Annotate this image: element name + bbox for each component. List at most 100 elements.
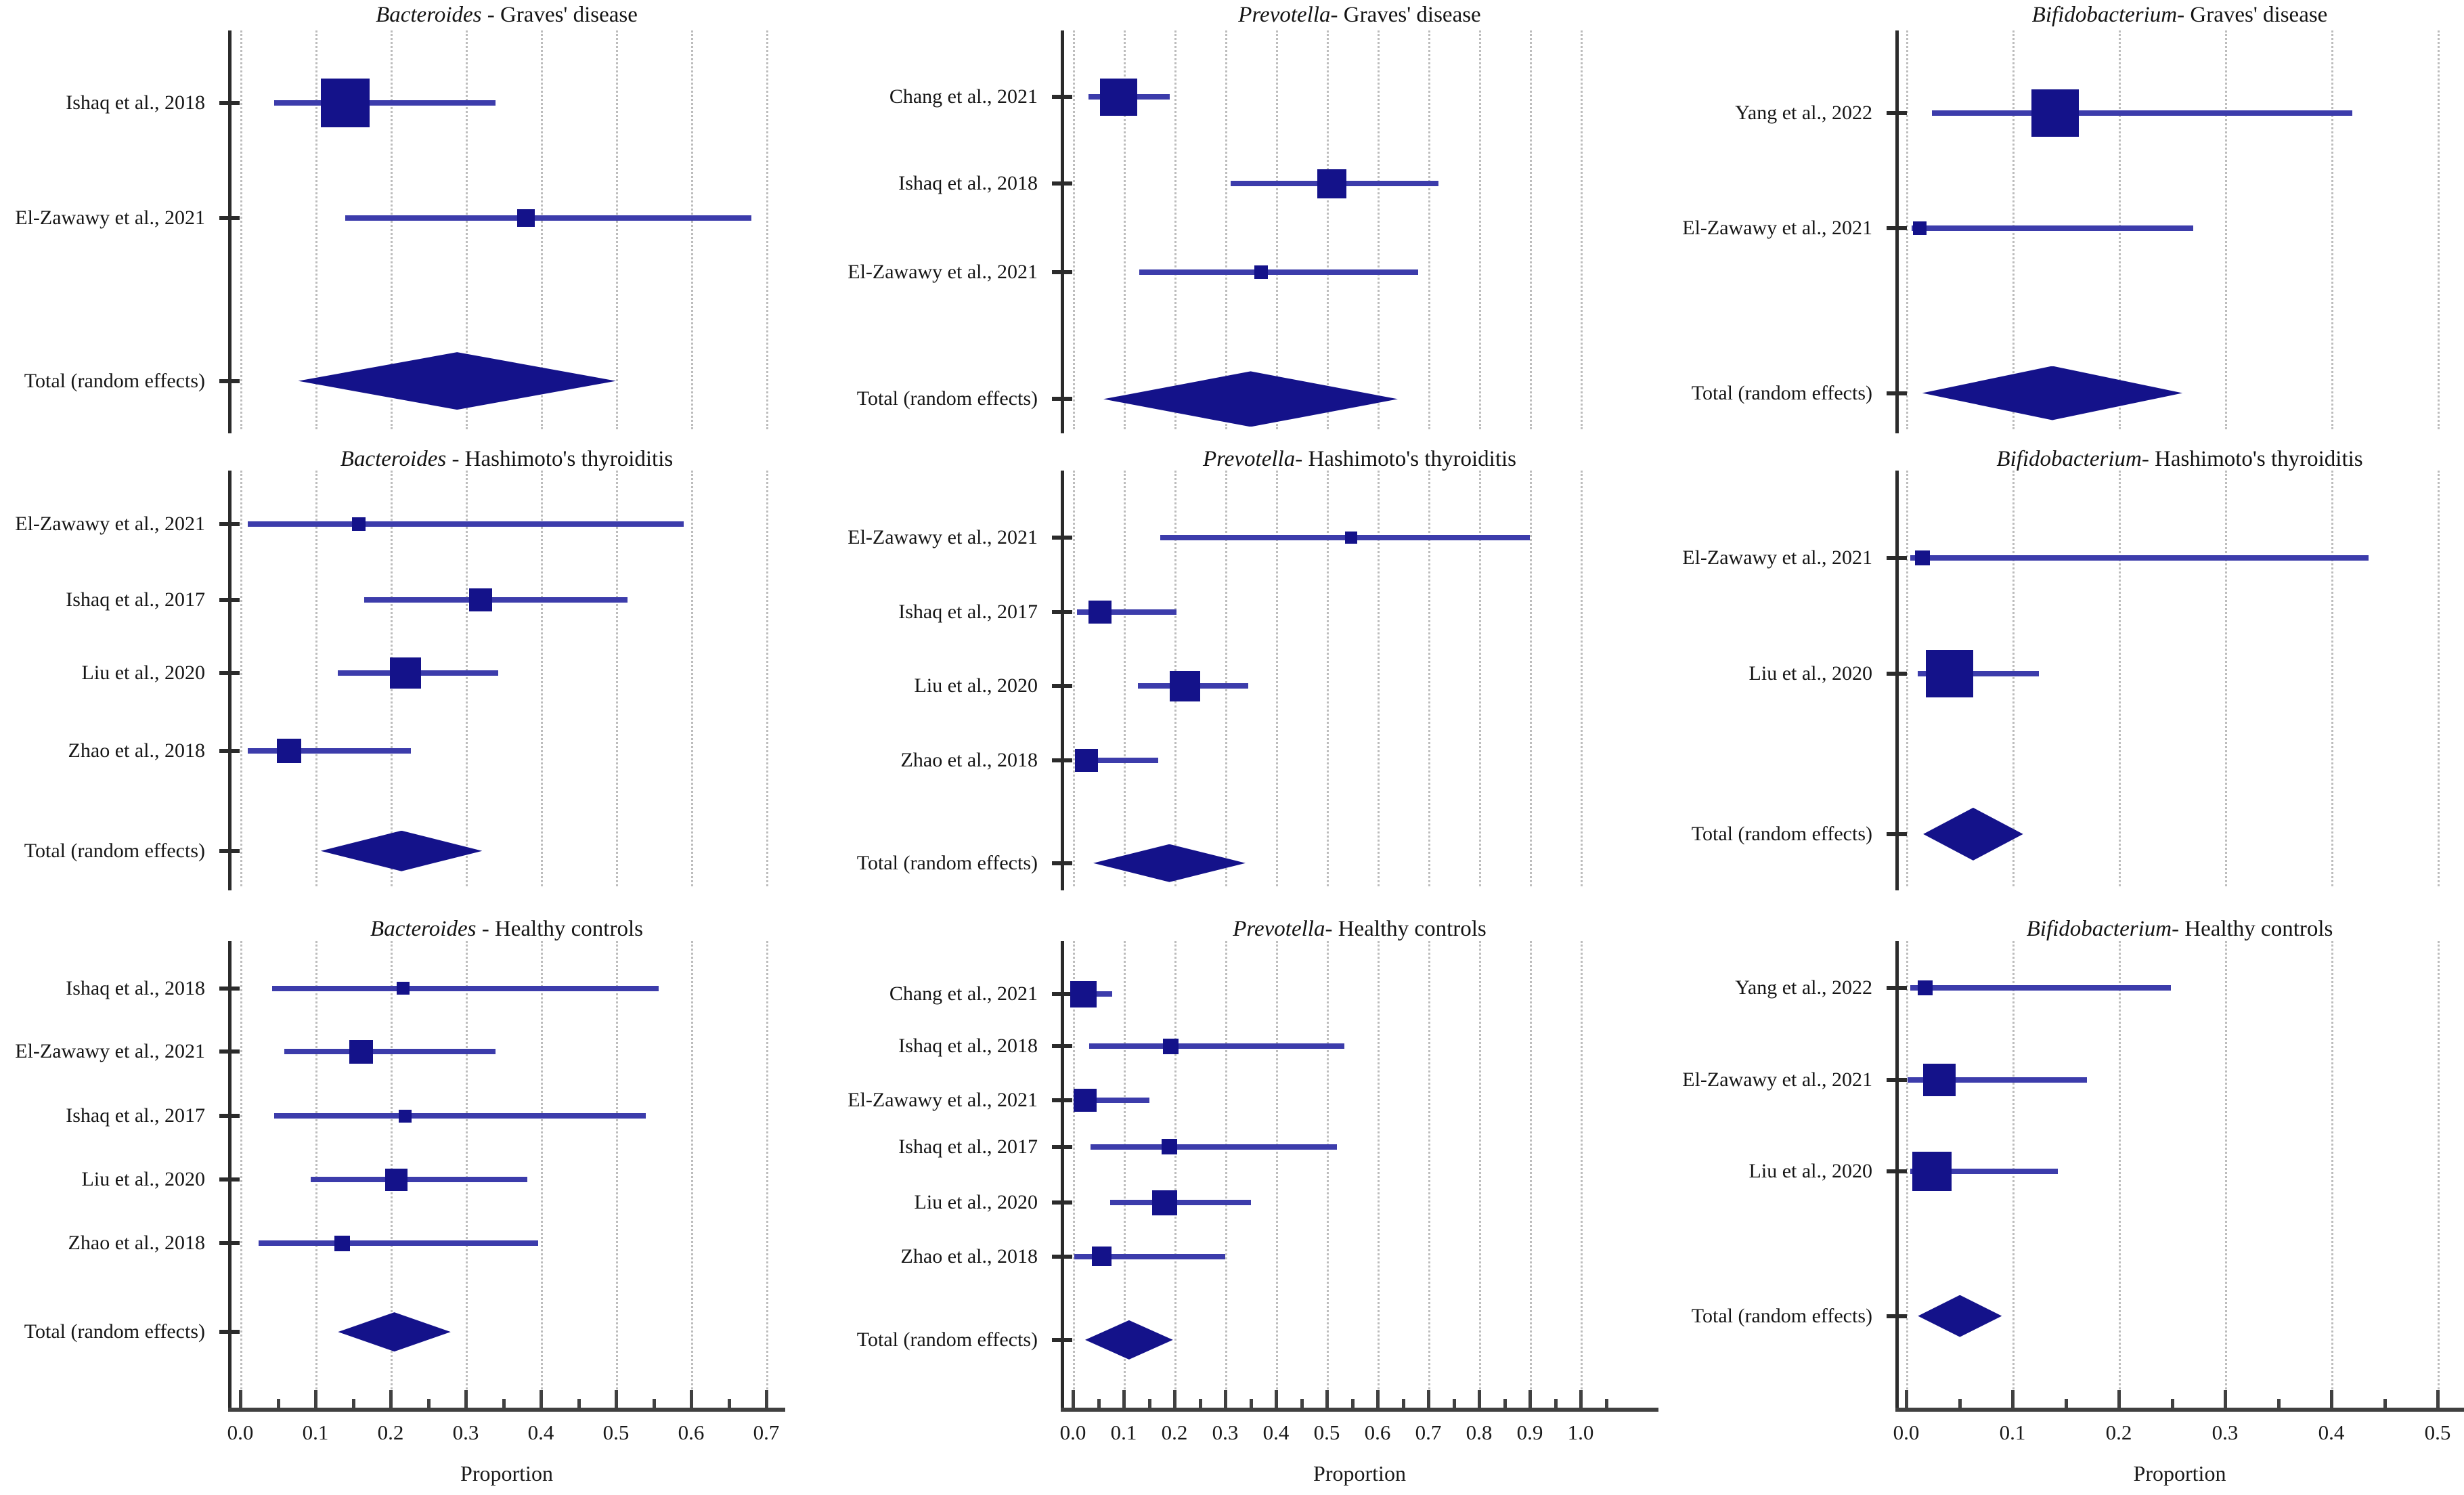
x-tick-label: 0.1 bbox=[1110, 1421, 1137, 1444]
panel-title: Prevotella- Graves' disease bbox=[1061, 1, 1658, 28]
pooled-diamond bbox=[1923, 807, 2023, 861]
study-label: Zhao et al., 2018 bbox=[68, 739, 205, 762]
gridline bbox=[541, 471, 543, 886]
ci-line bbox=[1074, 1098, 1149, 1104]
study-label: Liu et al., 2020 bbox=[81, 1168, 205, 1191]
x-axis-major-tick bbox=[1427, 1390, 1430, 1408]
effect-square bbox=[1922, 1063, 1956, 1096]
panel-title-genus: Bacteroides bbox=[340, 447, 447, 471]
gridline bbox=[1174, 30, 1176, 429]
gridline bbox=[1530, 941, 1532, 1406]
x-axis-major-tick bbox=[1478, 1390, 1481, 1408]
gridline bbox=[1276, 941, 1278, 1406]
effect-square bbox=[1162, 1139, 1177, 1155]
gridline bbox=[1479, 471, 1481, 886]
gridline bbox=[1327, 30, 1329, 429]
ci-line bbox=[273, 100, 496, 106]
x-tick-label: 0.4 bbox=[527, 1421, 554, 1444]
x-axis-major-tick bbox=[2117, 1390, 2121, 1408]
y-axis-tick bbox=[219, 671, 240, 676]
gridline bbox=[766, 471, 768, 886]
x-axis-major-tick bbox=[2330, 1390, 2333, 1408]
ci-line bbox=[1907, 1077, 2087, 1083]
study-label: Zhao et al., 2018 bbox=[900, 748, 1038, 771]
y-axis-line bbox=[1895, 471, 1899, 890]
gridline bbox=[466, 941, 468, 1406]
gridline bbox=[1174, 941, 1176, 1406]
gridline bbox=[2438, 471, 2440, 886]
x-tick-label: 0.3 bbox=[1212, 1421, 1239, 1444]
x-tick-label: 0.0 bbox=[227, 1421, 254, 1444]
x-tick-label: 0.0 bbox=[1059, 1421, 1086, 1444]
x-tick-label: 0.7 bbox=[1415, 1421, 1442, 1444]
y-axis-tick bbox=[1052, 758, 1072, 762]
x-axis-line bbox=[228, 1408, 785, 1412]
study-label: Liu et al., 2020 bbox=[1748, 662, 1872, 685]
total-label: Total (random effects) bbox=[24, 1320, 205, 1343]
study-label: Ishaq et al., 2018 bbox=[898, 1035, 1038, 1057]
gridline bbox=[541, 30, 543, 429]
gridline bbox=[616, 30, 618, 429]
gridline bbox=[315, 941, 317, 1406]
y-axis-tick bbox=[1052, 992, 1072, 997]
x-tick-label: 0.3 bbox=[2212, 1421, 2239, 1444]
effect-square bbox=[1151, 1190, 1177, 1215]
x-tick-label: 0.2 bbox=[1161, 1421, 1188, 1444]
effect-square bbox=[1914, 550, 1930, 565]
total-label: Total (random effects) bbox=[856, 851, 1038, 874]
y-axis-tick bbox=[219, 1114, 240, 1119]
y-axis-tick bbox=[219, 1330, 240, 1335]
y-axis-tick bbox=[1052, 1144, 1072, 1149]
x-tick-label: 0.3 bbox=[452, 1421, 479, 1444]
x-axis-minor-tick bbox=[1503, 1399, 1507, 1408]
x-axis-major-tick bbox=[540, 1390, 543, 1408]
x-axis-major-tick bbox=[1376, 1390, 1380, 1408]
x-tick-label: 0.8 bbox=[1466, 1421, 1493, 1444]
effect-square bbox=[277, 739, 302, 764]
forest-plot-area: El-Zawawy et al., 2021 Ishaq et al., 2017… bbox=[15, 471, 785, 890]
x-axis-minor-tick bbox=[1401, 1399, 1405, 1408]
y-axis-tick bbox=[1052, 536, 1072, 540]
panel-title-group: - Graves' disease bbox=[481, 3, 638, 27]
effect-square bbox=[1074, 1089, 1097, 1112]
panel-title: Bifidobacterium- Healthy controls bbox=[1895, 915, 2464, 942]
gridline bbox=[1906, 941, 1908, 1406]
effect-square bbox=[349, 1039, 374, 1064]
y-axis-line bbox=[228, 941, 232, 1410]
y-axis-tick bbox=[1052, 181, 1072, 186]
x-axis-major-tick bbox=[1072, 1390, 1075, 1408]
gridline bbox=[1225, 941, 1227, 1406]
x-axis-title: Proportion bbox=[2133, 1461, 2226, 1486]
study-label: Ishaq et al., 2017 bbox=[66, 1104, 205, 1127]
study-label: Liu et al., 2020 bbox=[81, 662, 205, 685]
gridline bbox=[1378, 30, 1380, 429]
panel-title: Bacteroides - Graves' disease bbox=[228, 1, 785, 28]
effect-square bbox=[398, 1109, 412, 1123]
x-axis-minor-tick bbox=[1452, 1399, 1456, 1408]
x-axis-major-tick bbox=[1579, 1390, 1583, 1408]
total-label: Total (random effects) bbox=[24, 839, 205, 862]
x-axis-major-tick bbox=[2011, 1390, 2015, 1408]
effect-square bbox=[469, 588, 493, 611]
y-axis-line bbox=[228, 30, 232, 433]
effect-square bbox=[1163, 1038, 1179, 1054]
x-tick-label: 0.5 bbox=[602, 1421, 630, 1444]
study-label: Ishaq et al., 2017 bbox=[898, 1135, 1038, 1158]
y-axis-tick bbox=[219, 521, 240, 526]
gridline bbox=[616, 941, 618, 1406]
gridline bbox=[240, 471, 242, 886]
study-label: Chang et al., 2021 bbox=[889, 85, 1038, 108]
x-axis-minor-tick bbox=[1198, 1399, 1202, 1408]
x-axis-minor-tick bbox=[276, 1399, 280, 1408]
study-label: El-Zawawy et al., 2021 bbox=[1682, 546, 1872, 569]
study-label: Ishaq et al., 2017 bbox=[66, 588, 205, 611]
x-axis-minor-tick bbox=[1097, 1399, 1101, 1408]
gridline bbox=[466, 30, 468, 429]
gridline bbox=[1479, 30, 1481, 429]
x-axis-minor-tick bbox=[727, 1399, 731, 1408]
y-axis-tick bbox=[1887, 672, 1907, 676]
panel-title: Bacteroides - Healthy controls bbox=[228, 915, 785, 942]
effect-square bbox=[390, 657, 422, 689]
pooled-diamond bbox=[1103, 371, 1398, 427]
y-axis-tick bbox=[219, 848, 240, 853]
